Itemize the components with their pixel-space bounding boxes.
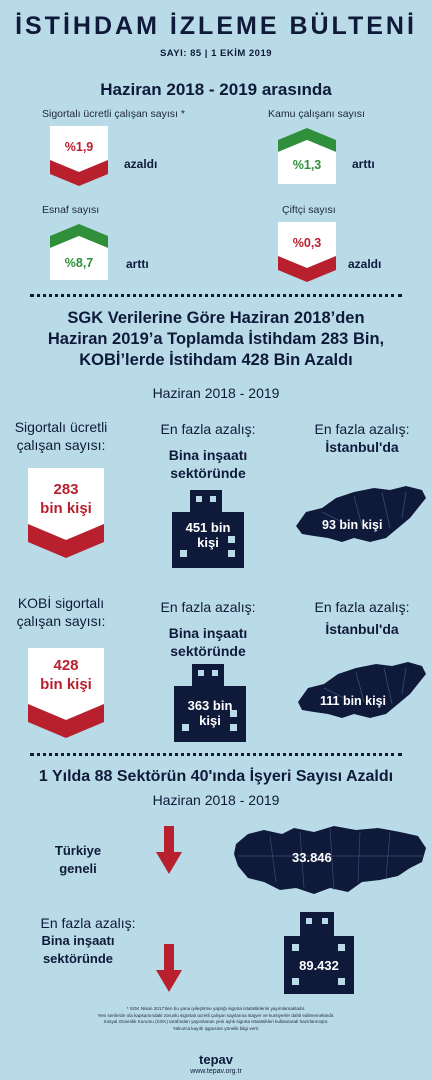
summary-status-farmers: azaldı bbox=[348, 257, 382, 271]
row1-mid-value: 451 bin kişi bbox=[170, 520, 246, 550]
row2-right-value: 111 bin kişi bbox=[320, 694, 387, 708]
footnote-line: Sosyal Güvenlik Kurumu (SGK) tarafından … bbox=[103, 1019, 329, 1024]
bold-line: sektöründe bbox=[170, 643, 246, 659]
website-link[interactable]: www.tepav.org.tr bbox=[190, 1068, 242, 1075]
value-line: bin kişi bbox=[40, 500, 92, 517]
turkey-map-icon bbox=[234, 826, 426, 894]
down-arrow-icon bbox=[278, 222, 336, 282]
label-line: çalışan sayısı: bbox=[16, 437, 106, 453]
summary-label-public: Kamu çalışanı sayısı bbox=[268, 108, 365, 120]
summary-value-insured: %1,9 bbox=[64, 140, 94, 154]
summary-value-public: %1,3 bbox=[292, 158, 322, 172]
bold-line: sektöründe bbox=[42, 951, 114, 966]
summary-period: Haziran 2018 - 2019 arasında bbox=[100, 80, 332, 99]
value-line: 283 bbox=[53, 481, 79, 498]
value-line: 451 bin bbox=[185, 520, 231, 535]
section3-period: Haziran 2018 - 2019 bbox=[152, 792, 280, 808]
bold-line: Bina inşaatı bbox=[168, 625, 248, 641]
summary-status-insured: azaldı bbox=[124, 157, 158, 171]
bold-line: sektöründe bbox=[170, 465, 246, 481]
label-line: çalışan sayısı: bbox=[16, 613, 106, 629]
summary-label-insured: Sigortalı ücretli çalışan sayısı * bbox=[42, 108, 185, 120]
row2-left-value: 428 bin kişi bbox=[26, 656, 106, 694]
headline-line: Haziran 2019’a Toplamda İstihdam 283 Bin… bbox=[47, 330, 385, 348]
istanbul-map-icon bbox=[298, 662, 426, 718]
row2-right-bold: İstanbul'da bbox=[325, 621, 399, 637]
section2-period: Haziran 2018 - 2019 bbox=[152, 385, 280, 401]
headline-line: SGK Verilerine Göre Haziran 2018’den bbox=[67, 309, 365, 327]
building-icon bbox=[172, 490, 244, 568]
sector-label: En fazla azalış: bbox=[40, 915, 136, 931]
row1-right-value: 93 bin kişi bbox=[322, 518, 383, 532]
issue-info: SAYI: 85 | 1 EKİM 2019 bbox=[159, 48, 273, 59]
turkey-label: Türkiye geneli bbox=[48, 842, 108, 878]
down-arrow-icon bbox=[28, 468, 104, 558]
summary-status-tradesmen: arttı bbox=[126, 257, 149, 271]
section-divider bbox=[30, 753, 402, 756]
sector-value: 89.432 bbox=[299, 958, 339, 973]
row1-right-label: En fazla azalış: bbox=[314, 421, 410, 437]
headline-line: KOBİ’lerde İstihdam 428 Bin Azaldı bbox=[79, 351, 353, 369]
red-down-arrow-icon bbox=[156, 944, 182, 992]
label-line: Sigortalı ücretli bbox=[14, 419, 108, 435]
summary-label-farmers: Çiftçi sayısı bbox=[282, 204, 336, 216]
row1-left-label: Sigortalı ücretli çalışan sayısı: bbox=[0, 418, 122, 454]
sector-bold: Bina inşaatı sektöründe bbox=[28, 932, 128, 968]
value-line: 428 bbox=[53, 657, 79, 674]
summary-label-tradesmen: Esnaf sayısı bbox=[42, 204, 100, 216]
row2-left-label: KOBİ sigortalı çalışan sayısı: bbox=[0, 594, 122, 630]
istanbul-map-icon bbox=[296, 486, 426, 542]
down-arrow-icon bbox=[28, 648, 104, 738]
footer-notes: * SGK Nisan 2017'den bu yana iyileştirme… bbox=[0, 1006, 432, 1032]
section2-headline: SGK Verilerine Göre Haziran 2018’den Haz… bbox=[0, 308, 432, 371]
red-down-arrow-icon bbox=[156, 826, 182, 874]
bulletin-title: İSTİHDAM İZLEME BÜLTENİ bbox=[15, 12, 417, 40]
tepav-logo: tepav bbox=[199, 1052, 233, 1067]
label-line: Türkiye bbox=[54, 843, 102, 858]
section-divider bbox=[30, 294, 402, 297]
turkey-value: 33.846 bbox=[292, 850, 332, 865]
value-line: kişi bbox=[197, 535, 219, 550]
label-line: geneli bbox=[59, 861, 97, 876]
row1-mid-label: En fazla azalış: bbox=[160, 421, 256, 437]
footnote-line: * SGK Nisan 2017'den bu yana iyileştirme… bbox=[126, 1006, 306, 1011]
down-arrow-icon bbox=[50, 126, 108, 186]
label-line: KOBİ sigortalı bbox=[17, 595, 105, 611]
building-icon bbox=[174, 664, 246, 742]
row2-mid-label: En fazla azalış: bbox=[160, 599, 256, 615]
row1-right-bold: İstanbul'da bbox=[325, 439, 399, 455]
value-line: bin kişi bbox=[40, 676, 92, 693]
building-icon bbox=[284, 912, 354, 994]
bold-line: Bina inşaatı bbox=[168, 447, 248, 463]
row1-left-value: 283 bin kişi bbox=[26, 480, 106, 518]
up-arrow-icon bbox=[50, 224, 108, 280]
section3-headline: 1 Yılda 88 Sektörün 40'ında İşyeri Sayıs… bbox=[38, 768, 394, 785]
row2-mid-value: 363 bin kişi bbox=[172, 698, 248, 728]
summary-value-tradesmen: %8,7 bbox=[64, 256, 94, 270]
summary-status-public: arttı bbox=[352, 157, 375, 171]
bold-line: Bina inşaatı bbox=[41, 933, 115, 948]
row2-right-label: En fazla azalış: bbox=[314, 599, 410, 615]
footnote-line: Yalnızca kayıtlı işgücüne yönelik bilgi … bbox=[172, 1025, 260, 1031]
footnote-line: Yeni serilerde 4/a kapsamındaki zorunlu … bbox=[97, 1012, 335, 1018]
summary-value-farmers: %0,3 bbox=[292, 236, 322, 250]
value-line: kişi bbox=[199, 713, 221, 728]
row2-mid-bold: Bina inşaatı sektöründe bbox=[138, 624, 278, 660]
row1-mid-bold: Bina inşaatı sektöründe bbox=[138, 446, 278, 482]
value-line: 363 bin bbox=[187, 698, 233, 713]
up-arrow-icon bbox=[278, 128, 336, 184]
